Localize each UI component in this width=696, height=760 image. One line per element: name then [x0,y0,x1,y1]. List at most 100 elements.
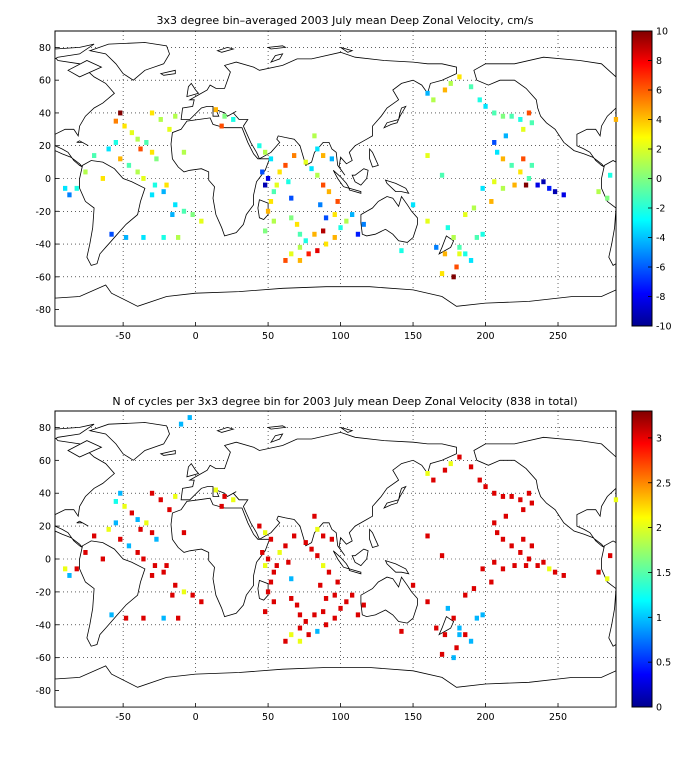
y-tick-label-2: 40 [39,489,51,500]
coastline-16 [340,47,354,53]
bin-94 [442,467,448,473]
bin-124 [463,212,468,217]
bin-105 [503,133,508,139]
bin-131 [468,638,474,644]
y-tick-label-6: -40 [35,240,51,251]
bin-118 [512,182,517,188]
bin-133 [451,274,456,280]
bin-142 [399,248,404,254]
bin-13 [135,550,140,555]
bin-21 [170,212,175,217]
coastline-8 [186,462,200,478]
bin-129 [468,258,474,263]
coastline-9 [383,485,407,509]
coastline-18 [216,46,235,53]
bin-7 [149,149,155,155]
bin-124 [489,579,494,585]
velocity-title: 3x3 degree bin–averaged 2003 July mean D… [157,14,534,27]
bin-51 [263,228,268,234]
bin-90 [425,90,430,96]
bin-25 [123,235,129,240]
colorbar-tick-label-4: 2 [656,145,662,156]
colorbar-tick-label-10: -10 [656,322,672,333]
bin-2 [122,123,127,129]
bin-34 [173,494,178,499]
bin-67 [323,215,329,221]
bin-42 [263,530,268,536]
bin-6 [138,526,143,532]
bin-90 [178,421,184,427]
bin-12 [126,162,132,168]
coastline-23 [159,69,176,76]
colorbar-tick-label-7: -4 [656,233,665,244]
bin-64 [321,563,326,568]
bin-120 [512,563,517,568]
bin-25 [123,615,129,621]
x-tick-label-4: 150 [404,712,422,723]
bin-46 [263,182,268,188]
coastline-20 [55,43,95,60]
bin-66 [318,582,323,588]
coastline-1 [79,160,146,266]
x-tick-label-1: 0 [193,331,199,342]
bin-63 [315,553,320,559]
cycles-colorbar-ticks: 3 2.5 2 1.5 1 0.5 0 [648,433,671,714]
bin-116 [547,566,552,572]
bin-122 [492,559,497,565]
bin-102 [509,494,514,499]
bin-153 [529,543,534,549]
bin-108 [492,520,497,526]
bin-121 [480,185,485,191]
bin-50 [271,218,276,224]
x-tick-label-3: 100 [332,331,350,342]
bin-75 [306,632,311,638]
bin-143 [596,189,601,195]
bin-78 [332,615,337,621]
bin-7 [149,530,155,536]
bin-52 [277,169,282,175]
cycles-y-ticks: 80 60 40 20 0 -20 -40 -60 -80 [35,423,59,697]
cycles-x-ticks: -50 0 50 100 150 200 250 [115,703,567,723]
bin-0 [118,490,123,496]
colorbar-tick-label-2: 2 [656,523,662,534]
bin-52 [277,550,282,555]
bin-59 [297,612,303,618]
bin-57 [289,215,294,221]
bin-141 [425,218,430,224]
bin-29 [63,185,68,191]
colorbar-tick-label-3: 1.5 [656,568,671,579]
coastline-9 [383,105,407,129]
bin-5 [144,520,149,526]
bin-51 [263,609,268,615]
bin-26 [141,615,146,621]
bin-53 [283,543,288,549]
x-tick-label-3: 100 [332,712,350,723]
coastline-8 [186,82,200,98]
coastline-2 [88,422,170,461]
bin-20 [199,218,204,224]
bin-132 [454,264,459,270]
bin-79 [338,605,343,611]
bin-149 [100,176,105,181]
x-tick-label-5: 200 [476,712,494,723]
bin-128 [463,251,468,257]
bin-15 [152,563,158,568]
bin-140 [425,533,430,539]
bin-96 [457,454,462,460]
y-tick-label-7: -60 [35,272,51,283]
bin-127 [457,244,462,250]
bin-40 [158,117,163,122]
bin-119 [500,185,506,191]
bin-136 [457,251,462,257]
bin-31 [74,185,79,191]
bin-47 [271,189,276,195]
bin-93 [448,81,453,86]
bin-48 [268,579,274,585]
bin-74 [297,638,303,644]
bin-80 [344,599,349,605]
bin-54 [274,182,279,188]
bin-39 [149,110,155,116]
bin-106 [521,507,526,513]
colorbar-tick-label-9: -8 [656,292,665,303]
bin-137 [434,625,439,631]
